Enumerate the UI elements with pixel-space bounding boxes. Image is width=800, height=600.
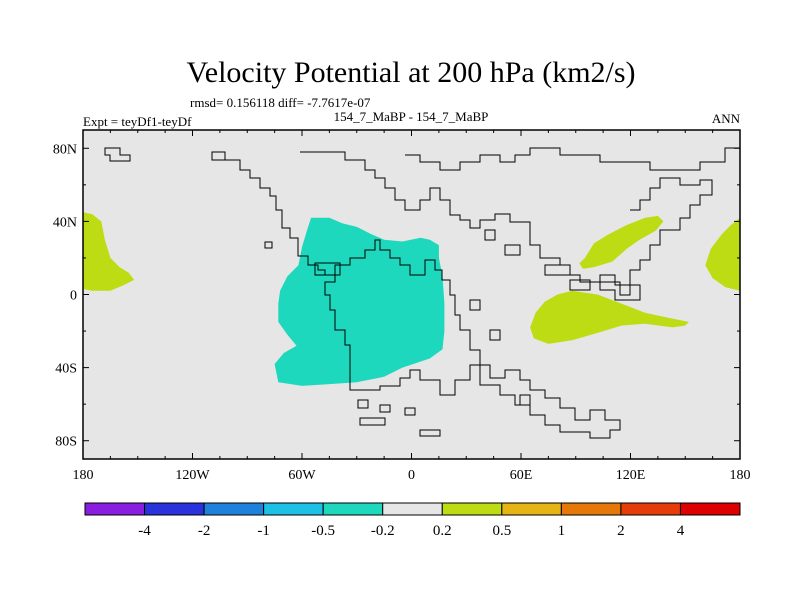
- colorbar-label: 1: [558, 523, 566, 539]
- colorbar-label: 2: [617, 523, 625, 539]
- colorbar-label: -0.5: [311, 523, 335, 539]
- x-tick-label: 60E: [510, 468, 533, 483]
- y-tick-label: 40N: [53, 215, 77, 230]
- x-tick-label: 60W: [288, 468, 316, 483]
- colorbar-label: -0.2: [371, 523, 395, 539]
- colorbar: -4 -2 -1 -0.5 -0.2 0.2 0.5 1 2 4: [84, 502, 741, 539]
- colorbar-swatch: [322, 502, 384, 516]
- anomaly-regions: [83, 212, 740, 386]
- x-axis: 180 120W 60W 0 60E 120E 180: [73, 130, 751, 483]
- negative-anomaly-south-america: [274, 217, 445, 386]
- colorbar-label: -1: [257, 523, 270, 539]
- center-label: 154_7_MaBP - 154_7_MaBP: [334, 109, 489, 124]
- colorbar-swatch: [501, 502, 562, 516]
- y-tick-label: 0: [70, 289, 77, 304]
- colorbar-label: 0.5: [492, 523, 511, 539]
- colorbar-swatch: [144, 502, 205, 516]
- x-tick-label: 120E: [616, 468, 646, 483]
- left-label: Expt = teyDf1-teyDf: [83, 114, 192, 129]
- chart-title: Velocity Potential at 200 hPa (km2/s): [186, 56, 635, 89]
- colorbar-swatch: [560, 502, 622, 516]
- right-label: ANN: [712, 111, 741, 126]
- colorbar-label: 0.2: [433, 523, 452, 539]
- colorbar-label: -2: [198, 523, 211, 539]
- positive-anomaly-asia: [579, 215, 664, 269]
- x-tick-label: 120W: [175, 468, 210, 483]
- positive-anomaly-far-west: [83, 212, 135, 291]
- positive-anomaly-indian-ocean: [530, 290, 689, 344]
- colorbar-swatch: [84, 502, 146, 516]
- colorbar-label: -4: [138, 523, 151, 539]
- positive-anomaly-far-east: [705, 217, 740, 291]
- colorbar-swatch: [620, 502, 681, 516]
- y-tick-label: 40S: [55, 362, 77, 377]
- colorbar-swatch: [679, 502, 741, 516]
- paleo-coastlines: [104, 147, 740, 439]
- y-tick-label: 80N: [53, 142, 77, 157]
- colorbar-swatch: [263, 502, 324, 516]
- colorbar-swatch: [441, 502, 503, 516]
- colorbar-swatch: [203, 502, 265, 516]
- x-tick-label: 0: [408, 468, 415, 483]
- colorbar-swatch: [382, 502, 443, 516]
- colorbar-label: 4: [677, 523, 685, 539]
- y-tick-label: 80S: [55, 435, 77, 450]
- y-axis: 80N 40N 0 40S 80S: [53, 142, 740, 450]
- x-tick-label: 180: [73, 468, 94, 483]
- x-tick-label: 180: [730, 468, 751, 483]
- stats-line: rmsd= 0.156118 diff= -7.7617e-07: [190, 95, 371, 110]
